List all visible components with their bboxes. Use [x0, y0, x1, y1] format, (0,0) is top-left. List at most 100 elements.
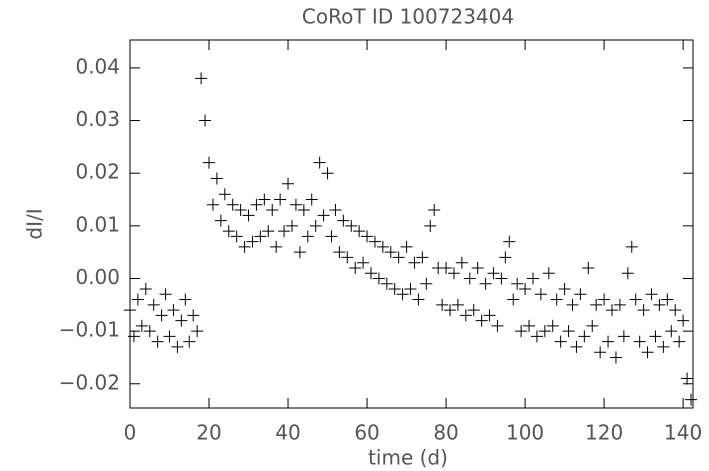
data-point [404, 283, 417, 296]
data-point [420, 277, 433, 290]
data-point [598, 293, 611, 306]
y-tick-label: 0.02 [75, 160, 120, 184]
data-point [606, 304, 619, 317]
data-point [151, 335, 164, 348]
data-point [444, 304, 457, 317]
y-tick-label: 0.00 [75, 265, 120, 289]
data-point [230, 230, 243, 243]
data-point [503, 235, 516, 248]
data-point [293, 246, 306, 259]
data-point [657, 340, 670, 353]
data-point [542, 267, 555, 280]
data-point [625, 240, 638, 253]
data-point [467, 304, 480, 317]
data-point [147, 298, 160, 311]
data-point [511, 277, 524, 290]
data-point [451, 298, 464, 311]
data-point [530, 330, 543, 343]
data-point [515, 325, 528, 338]
data-point [278, 225, 291, 238]
data-point [214, 214, 227, 227]
data-point [349, 261, 362, 274]
data-point [673, 335, 686, 348]
y-tick-label: −0.01 [59, 318, 120, 342]
data-point [649, 330, 662, 343]
data-point [372, 272, 385, 285]
data-point [609, 351, 622, 364]
data-point [131, 293, 144, 306]
x-tick-label: 100 [506, 421, 544, 445]
data-point [289, 198, 302, 211]
data-point [574, 288, 587, 301]
data-point [179, 293, 192, 306]
data-point [526, 272, 539, 285]
data-point [613, 298, 626, 311]
data-point [325, 230, 338, 243]
data-point [175, 314, 188, 327]
data-point [491, 319, 504, 332]
data-point [195, 72, 208, 85]
data-point [167, 304, 180, 317]
data-point [428, 204, 441, 217]
data-point [669, 304, 682, 317]
data-point [661, 293, 674, 306]
data-point [424, 219, 437, 232]
data-point [507, 293, 520, 306]
data-point [590, 298, 603, 311]
data-point [238, 240, 251, 253]
data-point [368, 235, 381, 248]
data-point [685, 393, 698, 406]
data-point [594, 346, 607, 359]
data-point [242, 209, 255, 222]
data-point [329, 204, 342, 217]
data-point [246, 235, 259, 248]
data-point [621, 267, 634, 280]
data-point [127, 330, 140, 343]
x-tick-label: 80 [433, 421, 458, 445]
data-point [582, 261, 595, 274]
x-tick-label: 60 [354, 421, 379, 445]
data-point [546, 319, 559, 332]
data-point [135, 319, 148, 332]
data-point [258, 193, 271, 206]
data-point [199, 114, 212, 127]
data-point [519, 283, 532, 296]
data-point [447, 267, 460, 280]
data-point [376, 240, 389, 253]
data-point [487, 267, 500, 280]
data-point [455, 256, 468, 269]
data-point [645, 288, 658, 301]
data-point [463, 272, 476, 285]
data-point [586, 319, 599, 332]
data-point [163, 330, 176, 343]
data-point [558, 283, 571, 296]
data-point [392, 251, 405, 264]
data-point [637, 304, 650, 317]
data-point [388, 283, 401, 296]
data-point [665, 325, 678, 338]
data-point [282, 177, 295, 190]
data-point [155, 309, 168, 322]
data-point [254, 230, 267, 243]
data-point [159, 288, 172, 301]
data-point [361, 230, 374, 243]
data-point [218, 188, 231, 201]
y-tick-label: −0.02 [59, 370, 120, 394]
data-point [222, 225, 235, 238]
data-point [471, 261, 484, 274]
data-point [495, 272, 508, 285]
data-point [416, 251, 429, 264]
data-point [653, 298, 666, 311]
data-point [570, 340, 583, 353]
data-point [262, 225, 275, 238]
y-tick-label: 0.04 [75, 54, 120, 78]
data-point [309, 219, 322, 232]
data-point [681, 372, 694, 385]
y-tick-label: 0.03 [75, 107, 120, 131]
data-point [677, 314, 690, 327]
data-point [408, 256, 421, 269]
data-point [321, 167, 334, 180]
data-point [633, 335, 646, 348]
data-point [210, 172, 223, 185]
data-point [554, 335, 567, 348]
